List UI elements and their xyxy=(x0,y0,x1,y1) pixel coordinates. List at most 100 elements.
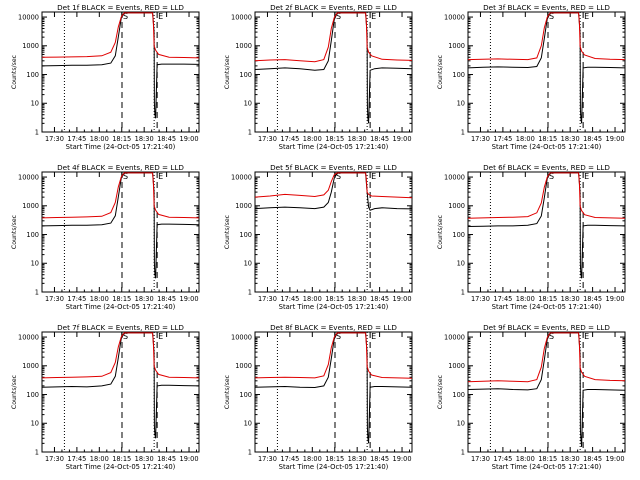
lld-series-line xyxy=(41,332,200,379)
y-axis-label: Counts/sec xyxy=(11,54,18,89)
x-tick-label: 19:00 xyxy=(393,455,412,463)
x-axis-label: Start Time (24-Oct-05 17:21:40) xyxy=(66,303,176,311)
x-tick-label: 17:45 xyxy=(493,455,512,463)
x-tick-label: 18:15 xyxy=(538,295,557,303)
x-axis-label: Start Time (24-Oct-05 17:21:40) xyxy=(66,463,176,471)
panel-title: Det 4f BLACK = Events, RED = LLD xyxy=(57,163,184,172)
panel-title: Det 5f BLACK = Events, RED = LLD xyxy=(270,163,397,172)
lld-series-line xyxy=(254,172,413,199)
x-tick-label: 17:30 xyxy=(471,295,490,303)
x-tick-label: 18:30 xyxy=(135,455,154,463)
y-tick-label: 10 xyxy=(244,260,252,268)
lld-series-line xyxy=(254,12,413,63)
panel-title: Det 8f BLACK = Events, RED = LLD xyxy=(270,323,397,332)
x-axis-label: Start Time (24-Oct-05 17:21:40) xyxy=(279,143,389,151)
y-axis-label: Counts/sec xyxy=(11,374,18,409)
detector-panel: Det 2f BLACK = Events, RED = LLD 1 10 100 10… xyxy=(224,3,413,151)
x-tick-label: 18:15 xyxy=(112,135,131,143)
x-tick-label: 18:45 xyxy=(157,455,176,463)
x-tick-label: 17:45 xyxy=(493,295,512,303)
x-tick-label: 18:00 xyxy=(516,455,535,463)
events-series-line xyxy=(467,12,626,124)
x-tick-label: 18:15 xyxy=(538,455,557,463)
x-tick-label: 17:45 xyxy=(67,295,86,303)
plot-frame xyxy=(41,331,200,453)
y-tick-label: 10000 xyxy=(18,173,39,181)
detector-panel: Det 9f BLACK = Events, RED = LLD 1 10 100 10… xyxy=(437,323,626,471)
y-tick-label: 10 xyxy=(31,100,39,108)
y-tick-label: 1000 xyxy=(448,202,465,210)
x-tick-label: 17:30 xyxy=(45,135,64,143)
x-tick-label: 17:30 xyxy=(258,295,277,303)
detector-panel: Det 1f BLACK = Events, RED = LLD 1 10 100 10… xyxy=(11,3,200,151)
detector-panel: Det 4f BLACK = Events, RED = LLD 1 10 100 10… xyxy=(11,163,200,311)
x-tick-label: 18:30 xyxy=(348,295,367,303)
y-tick-label: 10000 xyxy=(18,333,39,341)
x-tick-label: 18:15 xyxy=(538,135,557,143)
y-tick-label: 1 xyxy=(248,288,252,296)
x-tick-label: 19:00 xyxy=(606,135,625,143)
interval-marker-label: S xyxy=(549,172,554,181)
lld-series-line xyxy=(41,12,200,59)
x-tick-label: 18:00 xyxy=(90,455,109,463)
x-tick-label: 18:30 xyxy=(135,135,154,143)
interval-marker-label: E xyxy=(584,332,589,341)
y-axis-label: Counts/sec xyxy=(11,214,18,249)
interval-marker-label: E xyxy=(584,172,589,181)
x-tick-label: 17:45 xyxy=(67,135,86,143)
x-tick-label: 17:30 xyxy=(258,135,277,143)
y-tick-label: 10000 xyxy=(18,13,39,21)
y-tick-label: 1000 xyxy=(235,42,252,50)
panel-title: Det 2f BLACK = Events, RED = LLD xyxy=(270,3,397,12)
plot-frame xyxy=(41,171,200,293)
y-tick-label: 1 xyxy=(35,128,39,136)
x-tick-label: 18:45 xyxy=(157,135,176,143)
interval-marker-label: S xyxy=(549,332,554,341)
x-axis-label: Start Time (24-Oct-05 17:21:40) xyxy=(279,463,389,471)
y-tick-label: 1000 xyxy=(235,202,252,210)
x-tick-label: 18:15 xyxy=(112,295,131,303)
plot-frame xyxy=(254,11,413,133)
y-tick-label: 10 xyxy=(244,420,252,428)
x-tick-label: 18:45 xyxy=(370,455,389,463)
y-axis-label: Counts/sec xyxy=(224,374,231,409)
interval-marker-label: S xyxy=(123,332,128,341)
interval-marker-label: E xyxy=(584,12,589,21)
y-tick-label: 1 xyxy=(461,448,465,456)
x-tick-label: 18:00 xyxy=(303,455,322,463)
x-axis-label: Start Time (24-Oct-05 17:21:40) xyxy=(492,143,602,151)
y-tick-label: 1 xyxy=(35,448,39,456)
x-tick-label: 18:00 xyxy=(516,135,535,143)
y-tick-label: 100 xyxy=(26,391,39,399)
x-tick-label: 18:00 xyxy=(90,295,109,303)
lld-series-line xyxy=(467,332,626,383)
interval-marker-label: E xyxy=(371,332,376,341)
x-tick-label: 17:45 xyxy=(67,455,86,463)
events-series-line xyxy=(254,332,413,444)
x-tick-label: 19:00 xyxy=(393,295,412,303)
events-series-line xyxy=(41,332,200,439)
lld-series-line xyxy=(41,172,200,219)
x-tick-label: 18:45 xyxy=(583,455,602,463)
x-tick-label: 18:15 xyxy=(325,455,344,463)
events-series-line xyxy=(467,332,626,447)
panel-title: Det 3f BLACK = Events, RED = LLD xyxy=(483,3,610,12)
interval-marker-label: E xyxy=(371,172,376,181)
events-series-line xyxy=(41,172,200,279)
interval-marker-label: S xyxy=(336,12,341,21)
detector-panel: Det 6f BLACK = Events, RED = LLD 1 10 100 10… xyxy=(437,163,626,311)
x-tick-label: 18:15 xyxy=(112,455,131,463)
x-tick-label: 19:00 xyxy=(606,455,625,463)
x-tick-label: 18:30 xyxy=(135,295,154,303)
y-tick-label: 1 xyxy=(461,288,465,296)
x-tick-label: 17:30 xyxy=(45,455,64,463)
detector-panel: Det 7f BLACK = Events, RED = LLD 1 10 100 10… xyxy=(11,323,200,471)
x-tick-label: 17:45 xyxy=(280,295,299,303)
x-tick-label: 19:00 xyxy=(180,455,199,463)
x-tick-label: 18:00 xyxy=(303,295,322,303)
x-tick-label: 18:30 xyxy=(348,455,367,463)
x-axis-label: Start Time (24-Oct-05 17:21:40) xyxy=(279,303,389,311)
detector-panel: Det 8f BLACK = Events, RED = LLD 1 10 100 10… xyxy=(224,323,413,471)
y-tick-label: 10000 xyxy=(231,13,252,21)
x-tick-label: 18:30 xyxy=(561,135,580,143)
